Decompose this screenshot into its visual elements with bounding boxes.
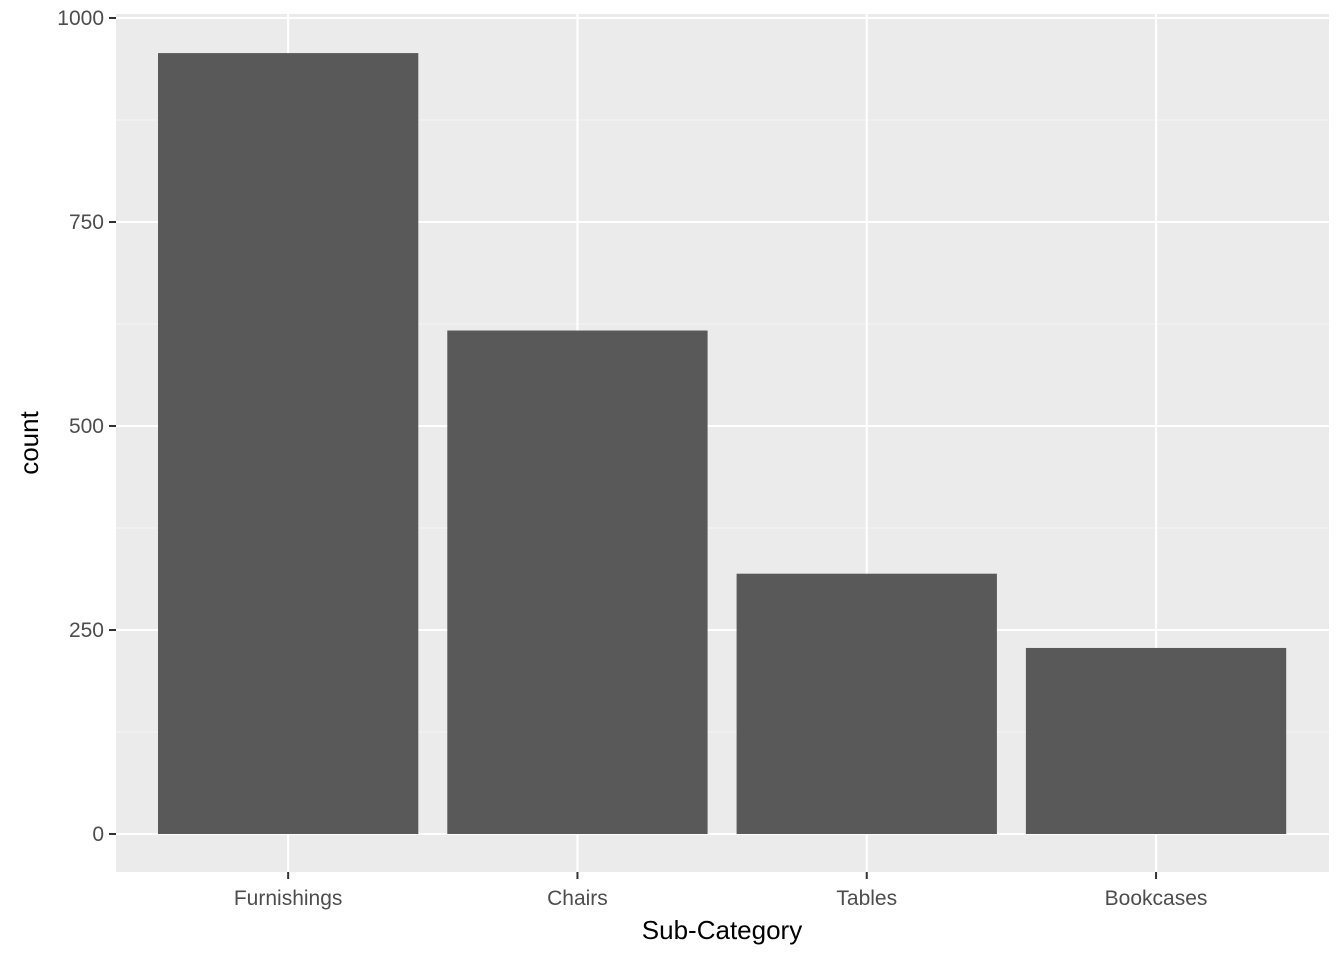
bar-tables: [736, 573, 997, 834]
y-axis: 0 250 500 750 1000: [57, 7, 116, 846]
y-tick-label: 1000: [57, 7, 104, 30]
y-tick-label: 0: [92, 823, 104, 846]
bar-furnishings: [158, 53, 419, 834]
y-tick-label: 750: [69, 211, 104, 234]
y-axis-title: count: [14, 410, 44, 474]
x-tick-label: Chairs: [547, 887, 608, 910]
x-axis-title: Sub-Category: [642, 915, 802, 945]
x-axis: Furnishings Chairs Tables Bookcases: [234, 872, 1208, 910]
x-tick-label: Bookcases: [1105, 887, 1208, 910]
x-tick-label: Tables: [836, 887, 897, 910]
y-tick-label: 250: [69, 619, 104, 642]
bar-bookcases: [1025, 647, 1287, 834]
x-tick-label: Furnishings: [234, 887, 343, 910]
bar-chairs: [447, 330, 708, 834]
bars: [158, 53, 1287, 834]
y-tick-label: 500: [69, 415, 104, 438]
